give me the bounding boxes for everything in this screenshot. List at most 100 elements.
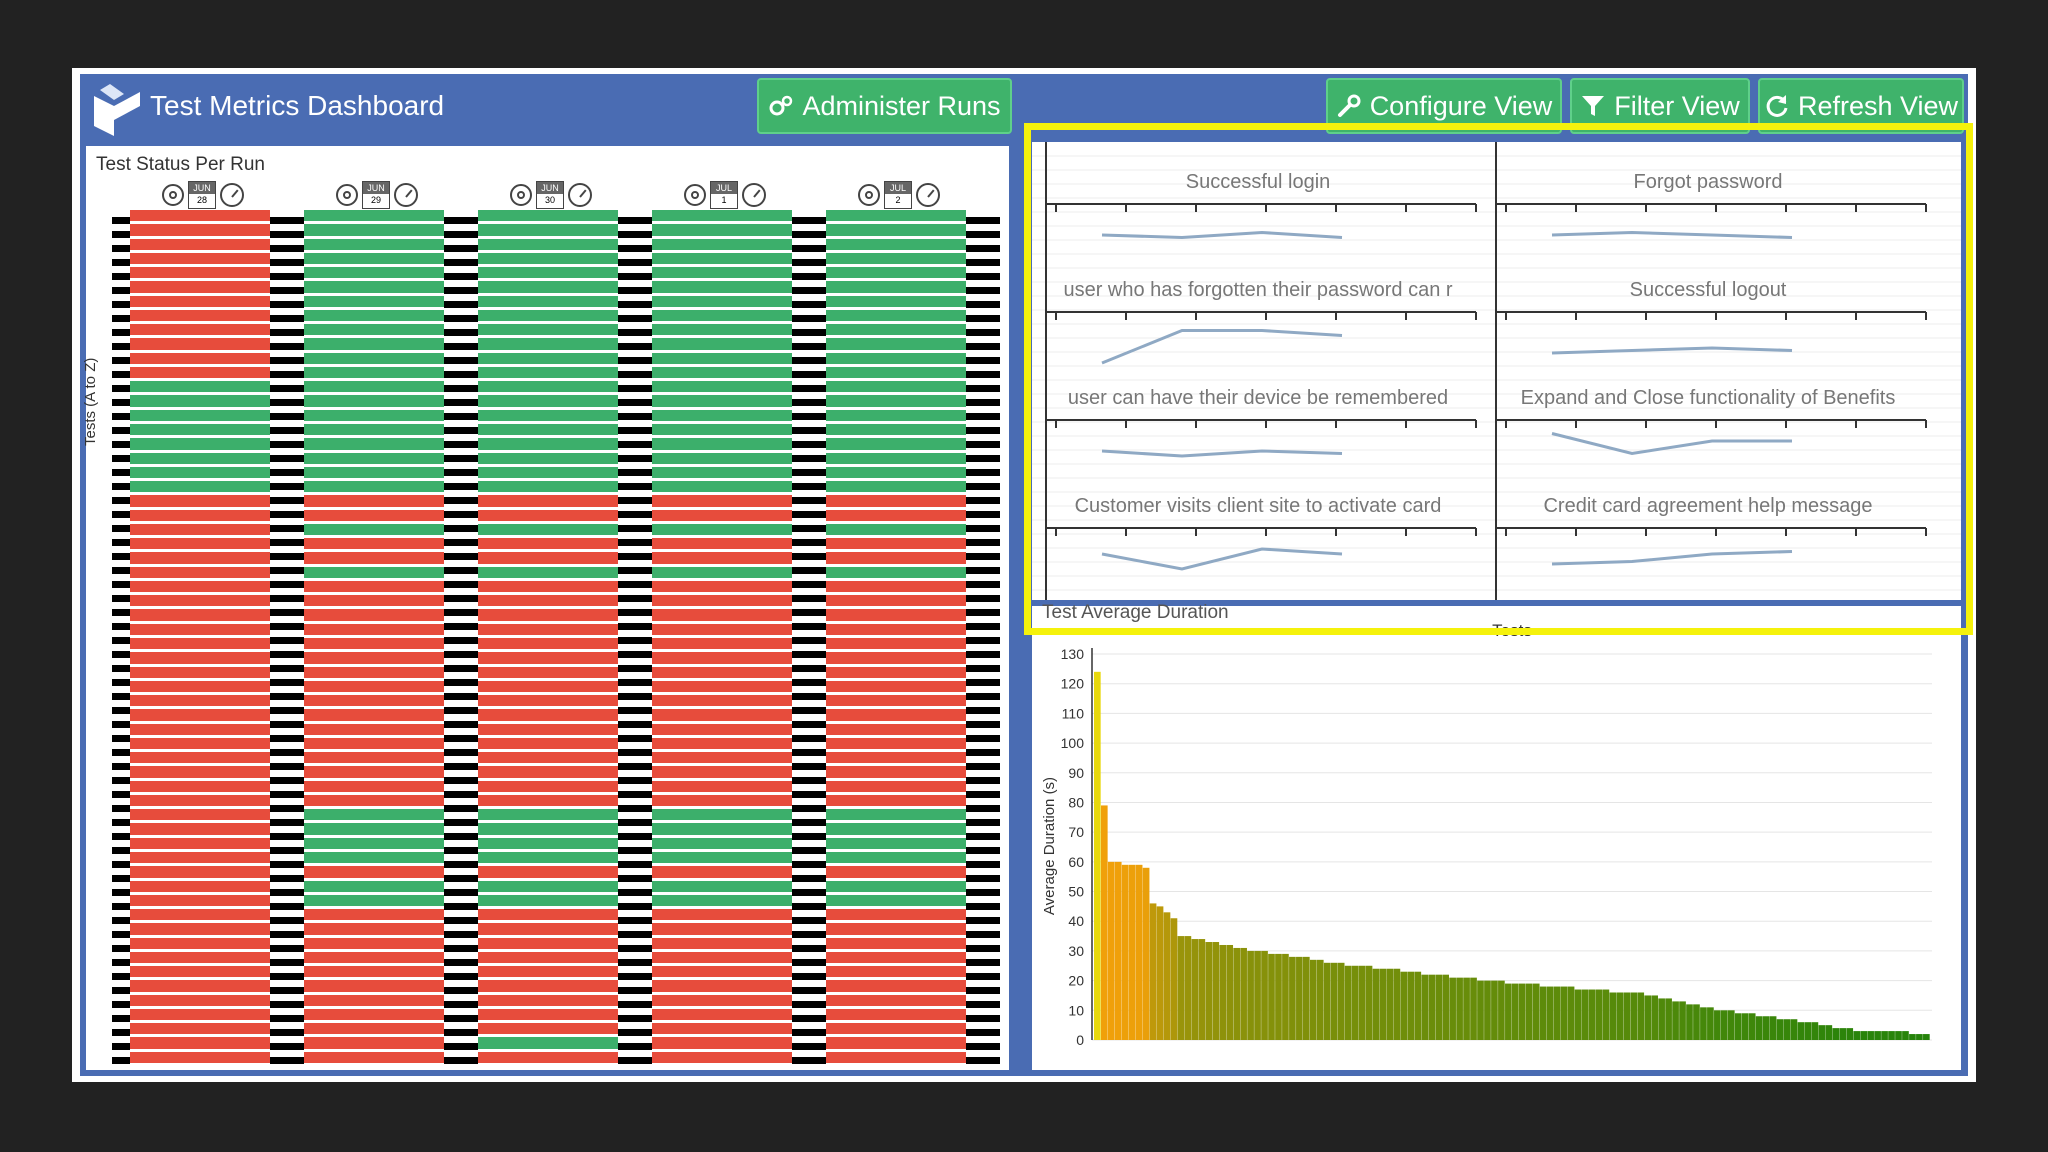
duration-bar[interactable] — [1776, 1019, 1784, 1040]
status-cell[interactable] — [478, 452, 618, 464]
status-cell[interactable] — [826, 623, 966, 635]
status-cell[interactable] — [826, 1051, 966, 1063]
status-cell[interactable] — [652, 366, 792, 379]
status-cell[interactable] — [130, 852, 270, 864]
duration-bar[interactable] — [1707, 1007, 1714, 1040]
status-cell[interactable] — [304, 909, 444, 921]
status-cell[interactable] — [478, 481, 618, 493]
status-cell[interactable] — [652, 552, 792, 564]
status-cell[interactable] — [826, 894, 966, 907]
duration-bar[interactable] — [1867, 1031, 1874, 1040]
status-cell[interactable] — [478, 837, 618, 849]
status-cell[interactable] — [130, 595, 270, 607]
status-cell[interactable] — [826, 1037, 966, 1049]
status-cell[interactable] — [478, 1008, 618, 1021]
status-cell[interactable] — [478, 438, 618, 450]
status-cell[interactable] — [130, 894, 270, 907]
duration-bar[interactable] — [1700, 1007, 1707, 1040]
status-cell[interactable] — [652, 409, 792, 421]
status-cell[interactable] — [478, 409, 618, 421]
status-cell[interactable] — [130, 409, 270, 421]
status-cell[interactable] — [652, 937, 792, 949]
duration-bar[interactable] — [1727, 1010, 1735, 1040]
duration-bar[interactable] — [1254, 950, 1261, 1040]
duration-bar[interactable] — [1094, 671, 1101, 1040]
duration-bar[interactable] — [1839, 1028, 1847, 1040]
status-cell[interactable] — [826, 1023, 966, 1035]
status-cell[interactable] — [652, 580, 792, 593]
duration-bar[interactable] — [1755, 1016, 1763, 1040]
duration-bar[interactable] — [1309, 959, 1317, 1040]
status-cell[interactable] — [304, 395, 444, 407]
status-cell[interactable] — [652, 737, 792, 750]
status-cell[interactable] — [652, 238, 792, 250]
status-cell[interactable] — [652, 880, 792, 892]
run-header[interactable]: JUL 1 — [684, 180, 766, 210]
status-cell[interactable] — [652, 509, 792, 521]
status-cell[interactable] — [652, 1023, 792, 1035]
status-cell[interactable] — [826, 495, 966, 507]
status-cell[interactable] — [130, 666, 270, 678]
status-cell[interactable] — [478, 894, 618, 907]
status-cell[interactable] — [826, 338, 966, 350]
status-cell[interactable] — [130, 766, 270, 778]
status-cell[interactable] — [652, 923, 792, 935]
trend-line[interactable] — [1551, 432, 1792, 456]
status-cell[interactable] — [304, 766, 444, 778]
duration-bar[interactable] — [1233, 947, 1240, 1040]
status-cell[interactable] — [652, 424, 792, 436]
trend-line[interactable] — [1551, 230, 1793, 239]
status-cell[interactable] — [826, 866, 966, 878]
status-cell[interactable] — [304, 609, 444, 621]
status-cell[interactable] — [130, 794, 270, 807]
duration-bar[interactable] — [1372, 968, 1380, 1040]
duration-bar[interactable] — [1205, 942, 1213, 1040]
duration-bar[interactable] — [1769, 1016, 1777, 1040]
status-cell[interactable] — [130, 424, 270, 436]
duration-bar[interactable] — [1741, 1013, 1749, 1040]
status-cell[interactable] — [652, 1008, 792, 1021]
status-cell[interactable] — [652, 538, 792, 550]
status-cell[interactable] — [652, 252, 792, 265]
status-cell[interactable] — [652, 980, 792, 992]
status-cell[interactable] — [304, 552, 444, 564]
status-cell[interactable] — [826, 595, 966, 607]
duration-bar[interactable] — [1546, 986, 1554, 1040]
status-cell[interactable] — [478, 1037, 618, 1049]
status-cell[interactable] — [304, 481, 444, 493]
run-header[interactable]: JUN 28 — [162, 180, 244, 210]
status-cell[interactable] — [826, 395, 966, 407]
status-cell[interactable] — [826, 424, 966, 436]
status-cell[interactable] — [652, 909, 792, 921]
status-cell[interactable] — [826, 409, 966, 421]
duration-bar[interactable] — [1100, 805, 1108, 1040]
status-cell[interactable] — [304, 1037, 444, 1049]
status-cell[interactable] — [652, 695, 792, 707]
status-cell[interactable] — [478, 680, 618, 693]
status-cell[interactable] — [652, 281, 792, 293]
status-cell[interactable] — [478, 980, 618, 992]
status-cell[interactable] — [130, 281, 270, 293]
status-cell[interactable] — [826, 267, 966, 279]
status-cell[interactable] — [478, 737, 618, 750]
duration-bar[interactable] — [1679, 1001, 1686, 1040]
status-cell[interactable] — [826, 295, 966, 307]
status-cell[interactable] — [304, 352, 444, 364]
duration-bar[interactable] — [1881, 1031, 1888, 1040]
status-cell[interactable] — [304, 894, 444, 907]
status-cell[interactable] — [304, 723, 444, 735]
status-cell[interactable] — [826, 281, 966, 293]
duration-bar[interactable] — [1296, 956, 1303, 1040]
duration-bar[interactable] — [1853, 1031, 1861, 1040]
status-cell[interactable] — [304, 1008, 444, 1021]
status-cell[interactable] — [130, 495, 270, 507]
status-cell[interactable] — [826, 709, 966, 721]
status-cell[interactable] — [826, 794, 966, 807]
status-cell[interactable] — [478, 623, 618, 635]
status-cell[interactable] — [130, 566, 270, 578]
duration-bar[interactable] — [1567, 986, 1575, 1040]
status-cell[interactable] — [826, 252, 966, 265]
status-cell[interactable] — [826, 238, 966, 250]
status-cell[interactable] — [130, 1023, 270, 1035]
duration-bar[interactable] — [1734, 1013, 1742, 1040]
